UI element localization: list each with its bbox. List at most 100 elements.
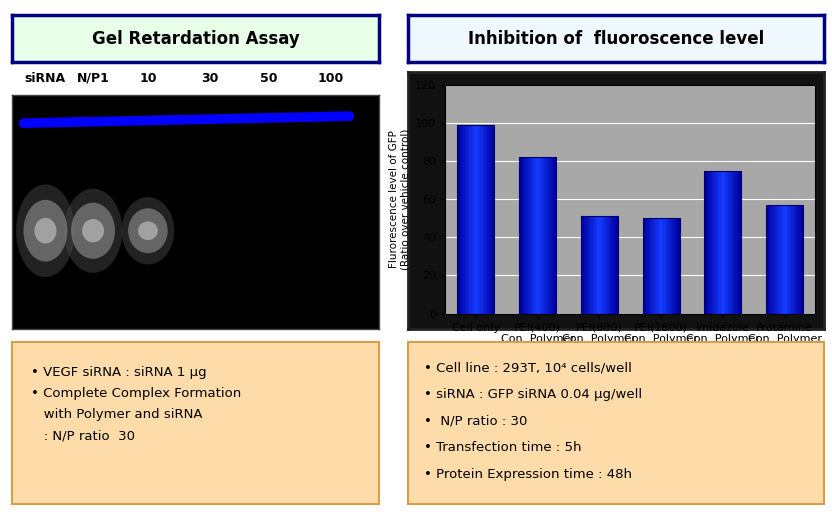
Bar bbox=[731, 171, 732, 314]
Bar bbox=[647, 218, 648, 314]
Bar bbox=[521, 157, 522, 314]
Bar bbox=[469, 125, 471, 314]
Bar bbox=[490, 125, 492, 314]
Bar bbox=[599, 216, 600, 314]
Bar bbox=[704, 171, 706, 314]
X-axis label: Transfection group: Transfection group bbox=[564, 350, 696, 363]
Text: • Transfection time : 5h: • Transfection time : 5h bbox=[424, 442, 582, 454]
Bar bbox=[555, 157, 557, 314]
Bar bbox=[713, 171, 715, 314]
Bar bbox=[547, 157, 549, 314]
Bar bbox=[492, 125, 493, 314]
Bar bbox=[525, 157, 527, 314]
Bar bbox=[707, 171, 709, 314]
Bar bbox=[778, 205, 780, 314]
Bar bbox=[592, 216, 594, 314]
Bar bbox=[800, 205, 801, 314]
Bar bbox=[675, 218, 676, 314]
Text: 30: 30 bbox=[201, 72, 219, 85]
Bar bbox=[586, 216, 587, 314]
Bar bbox=[615, 216, 617, 314]
Bar bbox=[663, 218, 665, 314]
Bar bbox=[659, 218, 661, 314]
Bar bbox=[642, 218, 644, 314]
Ellipse shape bbox=[138, 222, 158, 240]
Bar bbox=[704, 171, 741, 314]
Ellipse shape bbox=[34, 218, 57, 244]
Bar bbox=[537, 157, 538, 314]
Bar bbox=[581, 216, 618, 314]
Bar bbox=[488, 125, 490, 314]
Bar bbox=[740, 171, 741, 314]
Bar bbox=[782, 205, 784, 314]
Ellipse shape bbox=[16, 185, 75, 277]
Bar bbox=[467, 125, 468, 314]
Bar bbox=[793, 205, 794, 314]
Bar bbox=[549, 157, 550, 314]
Y-axis label: Flurorescence level of GFP
(Ratio over vehicle control): Flurorescence level of GFP (Ratio over v… bbox=[389, 128, 411, 270]
Bar bbox=[612, 216, 613, 314]
Bar bbox=[732, 171, 734, 314]
Bar bbox=[546, 157, 547, 314]
Bar bbox=[669, 218, 671, 314]
Bar bbox=[788, 205, 790, 314]
Bar bbox=[737, 171, 738, 314]
Bar bbox=[734, 171, 735, 314]
Bar bbox=[671, 218, 672, 314]
Text: 50: 50 bbox=[260, 72, 278, 85]
Bar bbox=[706, 171, 707, 314]
Bar bbox=[785, 205, 787, 314]
Bar bbox=[609, 216, 611, 314]
Bar bbox=[465, 125, 467, 314]
Bar bbox=[486, 125, 487, 314]
Bar bbox=[780, 205, 782, 314]
Bar bbox=[653, 218, 655, 314]
Ellipse shape bbox=[64, 189, 122, 273]
Bar bbox=[797, 205, 799, 314]
Bar bbox=[528, 157, 529, 314]
Bar bbox=[493, 125, 494, 314]
Bar bbox=[709, 171, 711, 314]
Bar bbox=[600, 216, 602, 314]
Bar bbox=[770, 205, 772, 314]
Bar bbox=[550, 157, 552, 314]
Bar bbox=[542, 157, 544, 314]
Bar bbox=[724, 171, 725, 314]
Bar bbox=[656, 218, 657, 314]
Bar bbox=[644, 218, 646, 314]
Bar bbox=[711, 171, 713, 314]
Bar bbox=[478, 125, 480, 314]
Text: •  N/P ratio : 30: • N/P ratio : 30 bbox=[424, 415, 527, 428]
Bar bbox=[519, 157, 521, 314]
Bar bbox=[767, 205, 769, 314]
Bar bbox=[581, 216, 582, 314]
Bar bbox=[676, 218, 678, 314]
Bar bbox=[483, 125, 484, 314]
Text: siRNA: siRNA bbox=[25, 72, 66, 85]
Text: • VEGF siRNA : siRNA 1 μg
• Complete Complex Formation
   with Polymer and siRNA: • VEGF siRNA : siRNA 1 μg • Complete Com… bbox=[31, 366, 241, 442]
Bar bbox=[597, 216, 599, 314]
Bar bbox=[477, 125, 478, 314]
Bar bbox=[650, 218, 651, 314]
Bar bbox=[536, 157, 537, 314]
Bar bbox=[540, 157, 542, 314]
Bar bbox=[523, 157, 525, 314]
Bar bbox=[642, 218, 680, 314]
Bar bbox=[738, 171, 740, 314]
Bar bbox=[529, 157, 531, 314]
Ellipse shape bbox=[121, 197, 174, 264]
Bar bbox=[655, 218, 656, 314]
Bar bbox=[719, 171, 721, 314]
Bar bbox=[766, 205, 767, 314]
Bar bbox=[602, 216, 603, 314]
Bar bbox=[484, 125, 486, 314]
Bar bbox=[460, 125, 462, 314]
Bar bbox=[766, 205, 803, 314]
Text: Inhibition of  fluoroscence level: Inhibition of fluoroscence level bbox=[468, 29, 764, 48]
Bar bbox=[475, 125, 477, 314]
Text: • siRNA : GFP siRNA 0.04 μg/well: • siRNA : GFP siRNA 0.04 μg/well bbox=[424, 388, 642, 401]
Bar bbox=[584, 216, 586, 314]
Bar bbox=[587, 216, 588, 314]
Ellipse shape bbox=[71, 203, 115, 259]
Bar bbox=[519, 157, 557, 314]
